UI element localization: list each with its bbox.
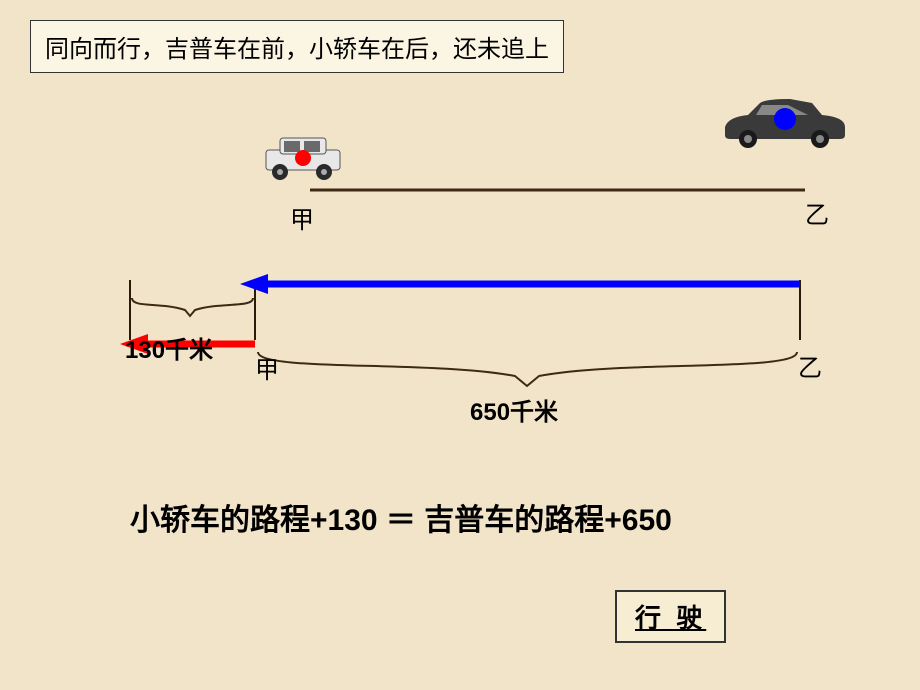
diagram-label-jia: 甲 <box>255 350 279 385</box>
drive-button-label: 行 驶 <box>635 603 706 633</box>
slide: 同向而行，吉普车在前，小轿车在后，还未追上 甲 乙 <box>0 0 920 690</box>
label-130km: 130千米 <box>125 330 213 365</box>
equation-text: 小轿车的路程+130 ＝ 吉普车的路程+650 <box>130 495 672 539</box>
diagram-label-yi: 乙 <box>798 348 822 383</box>
label-650km: 650千米 <box>470 392 558 427</box>
drive-button[interactable]: 行 驶 <box>615 590 726 643</box>
